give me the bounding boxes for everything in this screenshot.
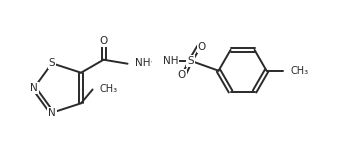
Text: O: O: [177, 70, 186, 80]
Text: O: O: [197, 42, 206, 52]
Text: CH₃: CH₃: [100, 84, 118, 95]
Text: CH₃: CH₃: [290, 66, 309, 76]
Text: N: N: [48, 108, 56, 118]
Text: O: O: [99, 36, 108, 46]
Text: S: S: [49, 58, 55, 68]
Text: S: S: [187, 56, 194, 66]
Text: NH: NH: [134, 58, 150, 68]
Text: NH: NH: [163, 56, 178, 66]
Text: N: N: [30, 83, 38, 93]
